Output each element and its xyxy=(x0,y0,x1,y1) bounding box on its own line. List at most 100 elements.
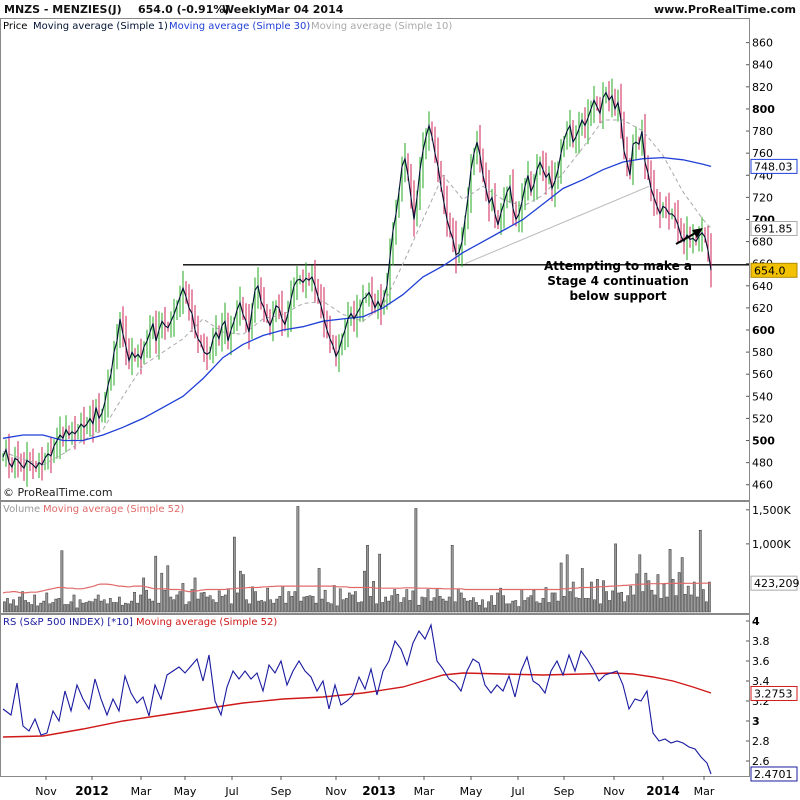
x-tick-label: 2012 xyxy=(75,784,108,798)
period-label: Weekly xyxy=(222,3,267,16)
volume-bar xyxy=(708,581,711,613)
volume-bar xyxy=(133,591,136,613)
sma30-value-tag-text: 748.03 xyxy=(754,160,793,173)
volume-bar xyxy=(450,544,454,613)
price-tick-label: 460 xyxy=(752,479,773,492)
volume-bar xyxy=(375,603,378,613)
price-tick-label: 620 xyxy=(752,302,773,315)
volume-bar xyxy=(680,557,684,613)
x-tick-label: Jul xyxy=(224,785,238,798)
volume-bar xyxy=(60,550,64,613)
volume-bar xyxy=(614,543,617,613)
volume-bar xyxy=(372,581,375,613)
volume-bar xyxy=(381,602,384,613)
volume-bar xyxy=(574,597,578,613)
volume-bar xyxy=(181,583,185,613)
volume-bar xyxy=(281,585,285,613)
volume-bar xyxy=(96,594,100,613)
volume-tick-label: 1,500K xyxy=(752,504,791,517)
sma1-line xyxy=(2,91,712,470)
volume-bar xyxy=(665,596,669,613)
volume-panel-frame xyxy=(0,501,750,614)
legend-rs-ma: Moving average (Simple 52) xyxy=(136,617,277,628)
annotation: Attempting to make a Stage 4 continuatio… xyxy=(544,228,703,303)
volume-bar xyxy=(487,601,490,613)
x-tick-label: 2014 xyxy=(646,784,679,798)
volume-bar xyxy=(269,599,273,613)
volume-bar xyxy=(248,603,251,613)
volume-bar xyxy=(229,603,233,613)
volume-bar xyxy=(21,591,24,613)
volume-bar xyxy=(590,581,593,613)
last-price-tag-text: 654.0 xyxy=(754,264,786,277)
rs-tick-label: 3.4 xyxy=(752,675,770,688)
volume-bar xyxy=(704,601,708,613)
volume-bar xyxy=(175,594,179,613)
volume-bar xyxy=(550,592,554,613)
legend-vol-ma: Moving average (Simple 52) xyxy=(43,504,184,515)
annotation-arrow-head xyxy=(692,228,703,238)
price-tick-label: 680 xyxy=(752,236,773,249)
volume-bar xyxy=(556,600,560,613)
volume-bar xyxy=(236,592,239,613)
volume-bar xyxy=(599,603,602,613)
volume-bar xyxy=(462,598,466,613)
volume-bar xyxy=(465,600,469,613)
volume-bar xyxy=(529,595,533,613)
volume-bar xyxy=(341,599,345,613)
legend-sma1: Moving average (Simple 1) xyxy=(33,21,168,32)
rs-legend: RS (S&P 500 INDEX) [*10] Moving average … xyxy=(3,617,277,628)
sma10-value-tag-box xyxy=(750,220,798,236)
volume-bar xyxy=(163,589,167,613)
sma10-line xyxy=(2,119,712,466)
x-tick-label: Jul xyxy=(510,785,524,798)
volume-bar xyxy=(139,594,142,613)
volume-bar xyxy=(93,598,97,613)
x-tick-label: 2013 xyxy=(362,784,395,798)
rs-ma-tag-text: 3.2753 xyxy=(754,687,793,700)
price-tick-label: 840 xyxy=(752,59,773,72)
volume-bar xyxy=(568,591,572,613)
volume-bar xyxy=(323,589,327,613)
instrument-title: MNZS - MENZIES(J) xyxy=(4,3,122,16)
volume-bar xyxy=(644,572,648,613)
volume-bar xyxy=(357,602,360,613)
rs-plot xyxy=(2,623,712,775)
volume-bar xyxy=(626,595,630,613)
volume-bar xyxy=(502,595,506,613)
volume-bar xyxy=(429,600,433,613)
volume-bar xyxy=(629,585,633,613)
volume-bar xyxy=(344,598,348,613)
volume-bar xyxy=(15,605,18,613)
volume-bar xyxy=(565,554,569,613)
volume-bar xyxy=(202,591,206,613)
volume-bar xyxy=(481,599,484,613)
volume-bar xyxy=(468,600,472,613)
last-price-tag-box xyxy=(750,262,798,278)
price-panel-frame xyxy=(0,18,750,501)
price-tick-label: 780 xyxy=(752,125,773,138)
volume-bar xyxy=(54,598,58,613)
volume-bar xyxy=(499,587,502,613)
volume-bar xyxy=(99,600,103,613)
volume-legend: Volume Moving average (Simple 52) xyxy=(3,504,184,515)
volume-bar xyxy=(441,598,445,613)
volume-bar xyxy=(366,544,369,613)
volume-bar xyxy=(296,506,300,613)
volume-bar xyxy=(232,536,236,613)
volume-bar xyxy=(444,600,448,613)
volume-bar xyxy=(42,600,46,613)
rs-tick-label: 2.6 xyxy=(752,755,770,768)
volume-ma-tag-box xyxy=(750,575,798,591)
price-tick-label: 500 xyxy=(752,435,775,448)
volume-bar xyxy=(641,591,645,613)
rs-last-tag: 2.4701 xyxy=(750,766,798,782)
volume-bar xyxy=(24,600,27,613)
volume-bar xyxy=(260,600,263,613)
volume-bar xyxy=(108,598,112,613)
volume-bar xyxy=(653,594,657,613)
legend-volume: Volume xyxy=(3,504,40,515)
x-tick-label: Mar xyxy=(414,785,435,798)
volume-bar xyxy=(69,601,73,613)
volume-bar xyxy=(632,594,636,613)
